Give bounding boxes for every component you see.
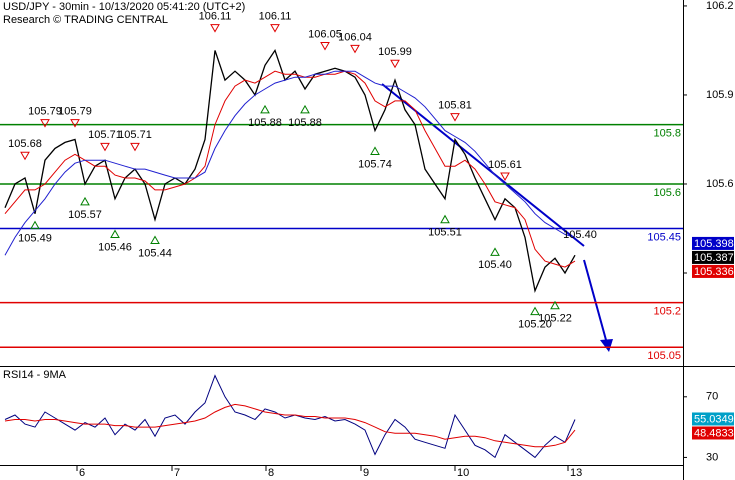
peak-label: 106.11: [259, 11, 292, 23]
trough-marker: [110, 229, 120, 239]
peak-label: 106.04: [338, 31, 372, 43]
last-value-label: 105.398: [694, 238, 734, 250]
forecast-arrow: [583, 259, 607, 341]
trough-label: 105.49: [18, 233, 52, 245]
rsi-title: RSI14 - 9MA: [3, 369, 67, 381]
level-label: 105.6: [653, 187, 681, 199]
trough-label: 105.88: [288, 117, 322, 129]
peak-label: 105.81: [438, 100, 472, 112]
trough-label: 105.20: [518, 319, 552, 331]
trough-marker: [530, 306, 540, 316]
peak-marker: [20, 151, 30, 161]
trough-marker: [260, 104, 270, 114]
peak-marker: [130, 142, 140, 152]
last-value-box: [692, 412, 734, 426]
last-value-box: [692, 250, 734, 264]
trough-marker: [300, 104, 310, 114]
last-value-label: 55.0349: [694, 413, 734, 425]
last-value-box: [692, 264, 734, 278]
peak-marker: [210, 24, 220, 33]
y-tick-label: 106.2: [706, 0, 734, 12]
trough-marker: [80, 196, 90, 206]
series-line: [4, 374, 576, 459]
level-label: 105.45: [647, 231, 681, 243]
trough-marker: [30, 220, 40, 230]
peak-label: 105.79: [58, 106, 92, 118]
x-tick-label: 10: [457, 467, 469, 479]
peak-label: 106.11: [199, 11, 232, 23]
series-line: [4, 70, 576, 268]
last-value-box: [692, 236, 734, 250]
chart-title: USD/JPY - 30min - 10/13/2020 05:41:20 (U…: [3, 1, 245, 13]
peak-label: 105.99: [378, 46, 412, 58]
x-tick-label: 6: [79, 467, 85, 479]
y-tick-label: 70: [706, 391, 718, 403]
last-value-box: [692, 426, 734, 440]
peak-label: 106.05: [308, 28, 342, 40]
peak-marker: [320, 41, 330, 51]
trough-label: 105.51: [428, 227, 462, 239]
peak-marker: [70, 119, 80, 128]
x-tick-label: 13: [570, 467, 582, 479]
x-tick-label: 7: [174, 467, 180, 479]
peak-marker: [350, 44, 360, 54]
peak-label: 105.79: [28, 106, 62, 118]
y-tick-label: 30: [706, 451, 718, 463]
peak-marker: [270, 24, 280, 33]
peak-marker: [390, 59, 400, 69]
trough-label: 105.44: [138, 247, 172, 259]
peak-label: 105.71: [118, 129, 152, 141]
level-label: 105.8: [653, 128, 681, 140]
peak-label: 105.61: [488, 159, 522, 171]
trough-label: 105.57: [68, 209, 102, 221]
trough-label: 105.88: [248, 117, 282, 129]
peak-marker: [100, 142, 110, 152]
trough-label: 105.74: [358, 158, 392, 170]
trough-marker: [490, 247, 500, 256]
level-label: 105.2: [653, 306, 681, 318]
peak-label: 105.71: [88, 129, 122, 141]
trough-marker: [440, 214, 450, 224]
x-tick-label: 8: [268, 467, 274, 479]
trough-label: 105.46: [98, 241, 132, 253]
peak-marker: [450, 113, 460, 122]
trough-marker: [150, 235, 160, 244]
y-tick-label: 105.9: [706, 89, 734, 101]
trough-marker: [370, 146, 380, 155]
x-tick-label: 9: [363, 467, 369, 479]
series-line: [4, 48, 576, 294]
last-value-label: 105.336: [694, 266, 734, 278]
series-line: [4, 70, 576, 256]
trough-label: 105.22: [538, 313, 572, 325]
y-tick-label: 105.6: [706, 178, 734, 190]
peak-marker: [40, 119, 50, 128]
peak-marker: [500, 172, 510, 182]
chart-subtitle: Research © TRADING CENTRAL: [3, 14, 168, 26]
forecast-arrow-head: [600, 339, 613, 352]
last-value-label: 105.387: [694, 252, 734, 264]
last-value-label: 48.4833: [694, 427, 734, 439]
series-line: [4, 403, 576, 448]
note-label: 105.40: [563, 229, 597, 241]
trough-marker: [550, 300, 560, 310]
trough-label: 105.40: [478, 259, 512, 271]
peak-label: 105.68: [8, 138, 42, 150]
level-label: 105.05: [647, 350, 681, 362]
